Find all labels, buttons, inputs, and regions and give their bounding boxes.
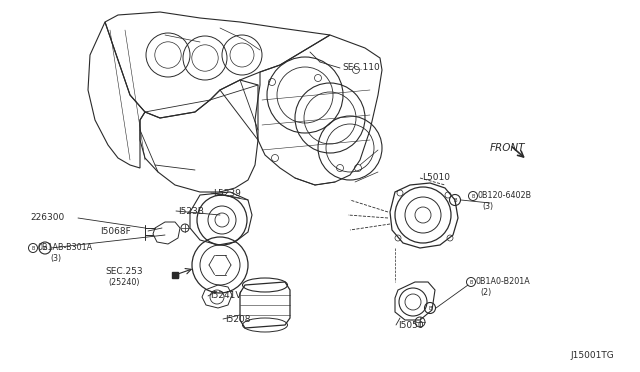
Text: L5010: L5010	[422, 173, 450, 183]
Text: I523B: I523B	[178, 206, 204, 215]
Text: 226300: 226300	[30, 214, 64, 222]
Text: B: B	[428, 305, 432, 311]
Text: I5208: I5208	[225, 314, 250, 324]
Text: (3): (3)	[50, 254, 61, 263]
Text: B: B	[453, 198, 457, 202]
Text: 0B1A0-B201A: 0B1A0-B201A	[476, 278, 531, 286]
Text: J15001TG: J15001TG	[570, 350, 614, 359]
Text: I5241V: I5241V	[210, 292, 241, 301]
Text: (3): (3)	[482, 202, 493, 212]
Text: 0B120-6402B: 0B120-6402B	[478, 192, 532, 201]
Text: I5068F: I5068F	[100, 227, 131, 235]
Text: 0B1AB-B301A: 0B1AB-B301A	[38, 244, 93, 253]
Text: (25240): (25240)	[108, 278, 140, 286]
Text: B: B	[471, 193, 475, 199]
Text: B: B	[469, 279, 473, 285]
Text: L5239: L5239	[213, 189, 241, 198]
Text: SEC.110: SEC.110	[342, 64, 380, 73]
Text: FRONT: FRONT	[490, 143, 525, 153]
Text: B: B	[31, 246, 35, 250]
Text: SEC.253: SEC.253	[105, 266, 143, 276]
Text: I5050: I5050	[398, 321, 424, 330]
Text: B: B	[43, 246, 47, 250]
Text: (2): (2)	[480, 289, 492, 298]
